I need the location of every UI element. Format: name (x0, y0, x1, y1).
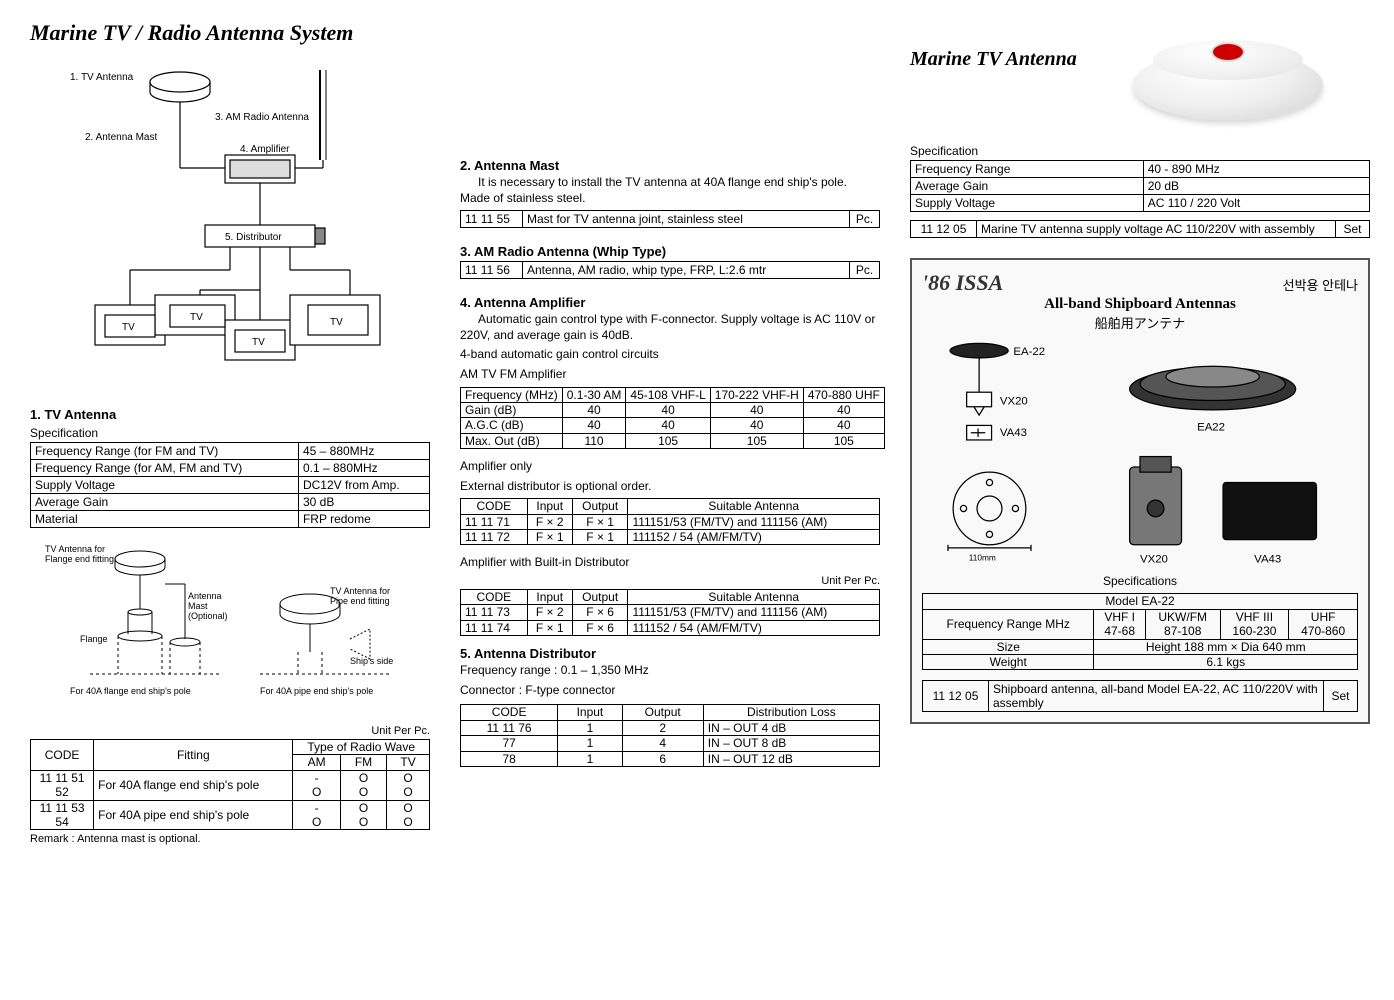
spec-label-r: Specification (910, 144, 1370, 158)
svg-text:Ship's side: Ship's side (350, 656, 393, 666)
svg-text:4. Amplifier: 4. Amplifier (240, 144, 290, 155)
antenna-code-table: CODE Fitting Type of Radio Wave AM FM TV… (30, 739, 430, 830)
am-antenna-table: 11 11 56Antenna, AM radio, whip type, FR… (460, 261, 880, 279)
unit-label-2: Unit Per Pc. (460, 575, 880, 587)
marine-tv-prod-table: 11 12 05Marine TV antenna supply voltage… (910, 220, 1370, 238)
issa-kr: 선박용 안테나 (1283, 275, 1358, 294)
sec5-txt1: Frequency range : 0.1 – 1,350 MHz (460, 663, 880, 679)
sec5-heading: 5. Antenna Distributor (460, 646, 880, 661)
svg-text:3. AM Radio Antenna: 3. AM Radio Antenna (215, 112, 309, 123)
issa-en: All-band Shipboard Antennas (922, 296, 1358, 313)
mast-table: 11 11 55Mast for TV antenna joint, stain… (460, 210, 880, 228)
unit-label: Unit Per Pc. (30, 725, 430, 737)
tv-antenna-spec-table: Frequency Range (for FM and TV)45 – 880M… (30, 442, 430, 528)
svg-text:TV Antenna forPipe end fitting: TV Antenna forPipe end fitting (330, 586, 390, 606)
svg-text:TV: TV (190, 312, 203, 323)
spec-label: Specification (30, 426, 430, 440)
sec3-heading: 3. AM Radio Antenna (Whip Type) (460, 244, 880, 259)
antenna-product-image (1128, 20, 1328, 140)
svg-text:TV: TV (122, 322, 135, 333)
amp-only-sub: External distributor is optional order. (460, 479, 880, 495)
right-title: Marine TV Antenna (910, 48, 1077, 71)
sec1-heading: 1. TV Antenna (30, 407, 430, 422)
svg-text:For 40A flange end ship's pole: For 40A flange end ship's pole (70, 686, 191, 696)
svg-text:For 40A pipe end ship's pole: For 40A pipe end ship's pole (260, 686, 373, 696)
issa-spec-h: Specifications (922, 574, 1358, 590)
amp-only-table: CODEInputOutputSuitable Antenna 11 11 71… (460, 498, 880, 545)
fitting-diagram: TV Antenna forFlange end fitting Antenna… (30, 534, 430, 714)
column-2: 2. Antenna Mast It is necessary to insta… (460, 20, 880, 845)
issa-diagram: EA-22 VX20 VA43 EA22 VX20 VA43 110mm (922, 332, 1358, 571)
amp-dist-table: CODEInputOutputSuitable Antenna 11 11 73… (460, 589, 880, 636)
issa-jp: 船舶用アンテナ (922, 313, 1358, 332)
distributor-table: CODEInputOutputDistribution Loss 11 11 7… (460, 704, 880, 767)
main-title: Marine TV / Radio Antenna System (30, 20, 430, 46)
issa-title: '86 ISSA (922, 270, 1003, 296)
svg-text:EA-22: EA-22 (1013, 346, 1045, 358)
sec4-heading: 4. Antenna Amplifier (460, 295, 880, 310)
amp-only-h: Amplifier only (460, 459, 880, 475)
amp-dist-h: Amplifier with Built-in Distributor (460, 555, 880, 571)
svg-text:5. Distributor: 5. Distributor (225, 232, 282, 243)
svg-text:VA43: VA43 (1254, 553, 1281, 565)
svg-text:EA22: EA22 (1197, 422, 1225, 434)
svg-text:VA43: VA43 (1000, 427, 1027, 439)
sec4-sub2: AM TV FM Amplifier (460, 367, 880, 383)
sec4-sub1: 4-band automatic gain control circuits (460, 347, 880, 363)
sec2-heading: 2. Antenna Mast (460, 158, 880, 173)
svg-text:TV Antenna forFlange end fitti: TV Antenna forFlange end fitting (45, 544, 114, 564)
remark-text: Remark : Antenna mast is optional. (30, 833, 430, 845)
freq-table: Frequency (MHz) 0.1-30 AM 45-108 VHF-L 1… (460, 387, 885, 450)
svg-text:110mm: 110mm (969, 552, 996, 562)
svg-text:TV: TV (330, 317, 343, 328)
issa-box: '86 ISSA 선박용 안테나 All-band Shipboard Ante… (910, 258, 1370, 724)
svg-text:1. TV Antenna: 1. TV Antenna (70, 72, 134, 83)
issa-prod-table: 11 12 05Shipboard antenna, all-band Mode… (922, 680, 1358, 712)
sec4-text: Automatic gain control type with F-conne… (460, 312, 880, 343)
svg-text:Flange: Flange (80, 634, 108, 644)
system-diagram: 1. TV Antenna 2. Antenna Mast 3. AM Radi… (30, 60, 430, 390)
marine-tv-spec-table: Frequency Range40 - 890 MHz Average Gain… (910, 160, 1370, 212)
column-3: Marine TV Antenna Specification Frequenc… (910, 20, 1370, 845)
svg-text:VX20: VX20 (1000, 396, 1028, 408)
sec2-text: It is necessary to install the TV antenn… (460, 175, 880, 206)
sec5-txt2: Connector : F-type connector (460, 683, 880, 699)
svg-text:AntennaMast(Optional): AntennaMast(Optional) (188, 591, 228, 621)
column-1: Marine TV / Radio Antenna System (30, 20, 430, 845)
svg-text:2. Antenna Mast: 2. Antenna Mast (85, 132, 157, 143)
issa-spec-table: Model EA-22 Frequency Range MHz VHF I 47… (922, 593, 1358, 670)
svg-text:VX20: VX20 (1140, 553, 1168, 565)
svg-text:TV: TV (252, 337, 265, 348)
